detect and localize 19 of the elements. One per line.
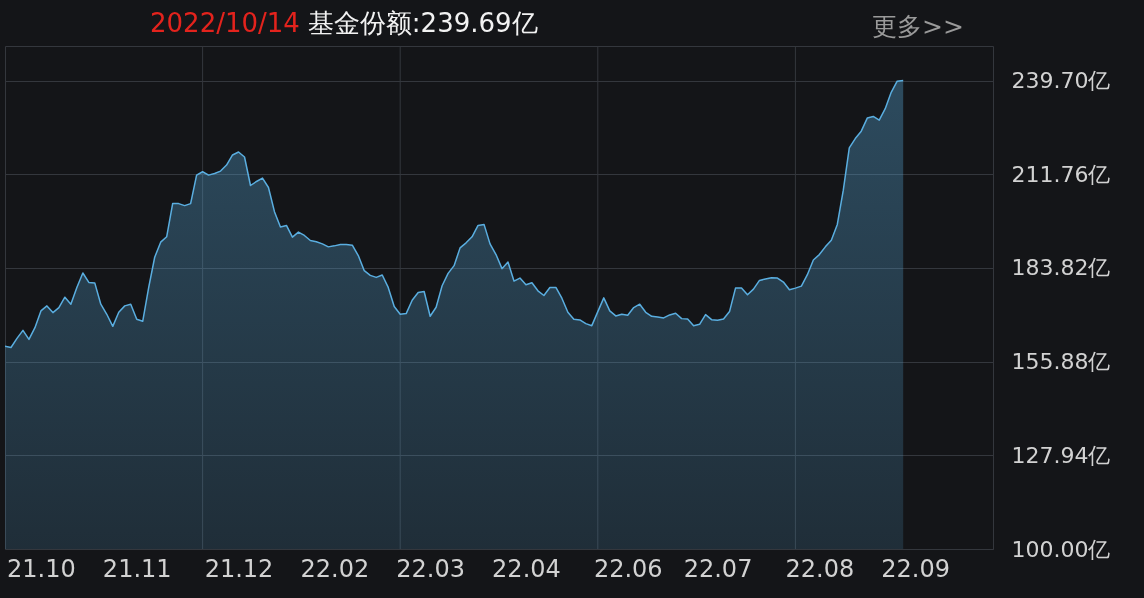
chart-title: 2022/10/14 [150,8,300,38]
x-tick-label: 22.08 [785,554,855,583]
x-tick-label: 22.04 [492,554,561,583]
x-tick-label: 22.07 [683,554,753,583]
x-tick-label: 22.02 [300,554,370,583]
x-tick-label: 21.11 [102,554,172,583]
x-tick-label: 21.10 [7,554,76,583]
x-tick-label: 22.06 [593,554,663,583]
y-tick-label: 211.76亿 [1011,161,1111,187]
y-tick-label: 127.94亿 [1011,442,1111,468]
y-tick-label: 239.70亿 [1011,68,1111,94]
chart-subtitle: 基金份额:239.69亿 [307,8,538,38]
text: 更多>> [872,12,964,41]
x-tick-label: 22.09 [881,554,951,583]
x-tick-label: 22.03 [396,554,465,583]
x-tick-label: 21.12 [204,554,274,583]
y-tick-label: 183.82亿 [1011,255,1111,281]
y-tick-label: 100.00亿 [1011,536,1111,562]
y-tick-label: 155.88亿 [1011,349,1111,375]
